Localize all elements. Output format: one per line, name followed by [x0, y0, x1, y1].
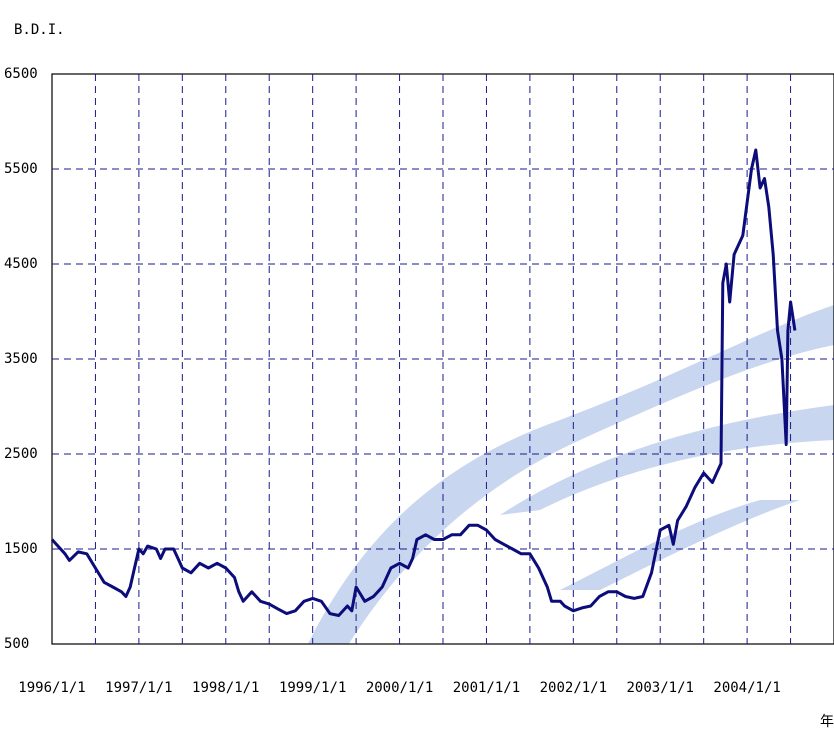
- chart: B.D.I. 年 500 1500 2500 3500 4500 5500 6500 1996…: [0, 0, 834, 736]
- x-tick-label: 2000/1/1: [366, 680, 433, 696]
- x-tick-label: 1996/1/1: [18, 680, 85, 696]
- y-tick-label: 1500: [4, 541, 38, 557]
- y-tick-label: 500: [4, 636, 29, 652]
- y-tick-label: 3500: [4, 351, 38, 367]
- x-tick-label: 1998/1/1: [192, 680, 259, 696]
- background-swoosh: [270, 305, 834, 736]
- y-tick-label: 2500: [4, 446, 38, 462]
- x-tick-label: 2002/1/1: [540, 680, 607, 696]
- x-tick-label: 1999/1/1: [279, 680, 346, 696]
- x-tick-label: 2004/1/1: [713, 680, 780, 696]
- x-tick-label: 2003/1/1: [627, 680, 694, 696]
- x-tick-label: 1997/1/1: [105, 680, 172, 696]
- chart-title: B.D.I.: [14, 22, 65, 38]
- y-tick-label: 6500: [4, 66, 38, 82]
- x-axis-label: 年: [820, 714, 834, 730]
- y-tick-label: 4500: [4, 256, 38, 272]
- x-tick-label: 2001/1/1: [453, 680, 520, 696]
- y-tick-label: 5500: [4, 161, 38, 177]
